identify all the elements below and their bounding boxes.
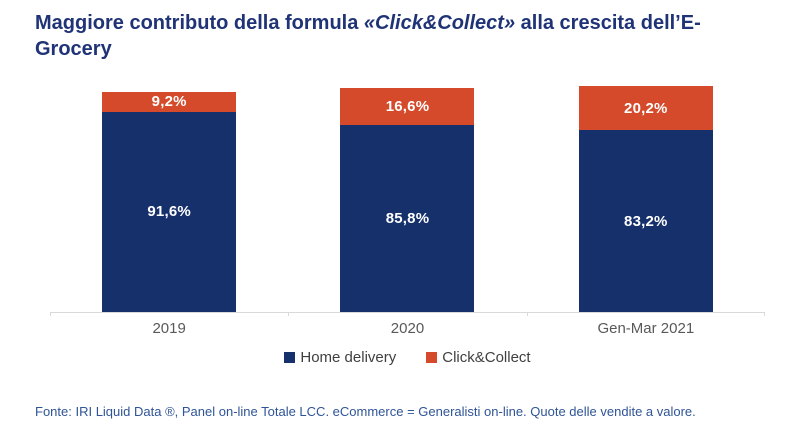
- data-label-click-collect: 20,2%: [624, 99, 668, 117]
- x-axis-labels: 2019 2020 Gen-Mar 2021: [50, 320, 765, 337]
- axis-tick: [50, 312, 51, 316]
- source-note: Fonte: IRI Liquid Data ®, Panel on-line …: [35, 404, 696, 419]
- data-label-click-collect: 16,6%: [385, 97, 430, 115]
- stacked-bar-2020: 16,6% 85,8%: [340, 88, 475, 312]
- legend-label: Home delivery: [300, 349, 397, 366]
- axis-tick: [764, 312, 765, 316]
- legend-swatch-icon: [284, 352, 296, 363]
- chart-title-suffix: alla crescita dell’E-Grocery: [35, 12, 701, 60]
- axis-tick: [288, 312, 290, 316]
- chart-title-highlight: «Click&Collect»: [363, 12, 516, 34]
- segment-home-delivery: 85,8%: [340, 124, 475, 312]
- bar-column-2020: 16,6% 85,8%: [288, 86, 526, 312]
- axis-tick: [526, 312, 528, 316]
- legend-item-click-collect: Click&Collect: [426, 349, 531, 366]
- segment-click-collect: 20,2%: [578, 86, 713, 131]
- x-axis-label-2020: 2020: [390, 320, 425, 337]
- legend-item-home-delivery: Home delivery: [284, 349, 396, 366]
- bar-column-2019: 9,2% 91,6%: [50, 86, 288, 312]
- bar-column-gen-mar-2021: 20,2% 83,2%: [527, 86, 765, 312]
- data-label-click-collect: 9,2%: [151, 93, 187, 111]
- data-label-home-delivery: 91,6%: [147, 203, 191, 221]
- x-axis-label-gen-mar-2021: Gen-Mar 2021: [597, 320, 695, 337]
- segment-home-delivery: 83,2%: [578, 130, 713, 312]
- plot-area: 9,2% 91,6% 16,6% 85,8% 20,2% 83,2%: [50, 86, 765, 316]
- segment-click-collect: 9,2%: [102, 91, 237, 112]
- legend-swatch-icon: [426, 352, 438, 363]
- data-label-home-delivery: 83,2%: [624, 212, 668, 230]
- stacked-bar-2019: 9,2% 91,6%: [102, 91, 237, 312]
- stacked-bar-gen-mar-2021: 20,2% 83,2%: [578, 86, 713, 312]
- segment-home-delivery: 91,6%: [102, 111, 237, 312]
- segment-click-collect: 16,6%: [340, 88, 475, 125]
- chart-legend: Home delivery Click&Collect: [50, 349, 765, 366]
- data-label-home-delivery: 85,8%: [385, 209, 430, 227]
- x-axis-label-2019: 2019: [152, 320, 186, 337]
- legend-label: Click&Collect: [442, 349, 531, 366]
- chart-title-prefix: Maggiore contributo della formula: [35, 12, 364, 34]
- chart-title: Maggiore contributo della formula «Click…: [35, 10, 760, 62]
